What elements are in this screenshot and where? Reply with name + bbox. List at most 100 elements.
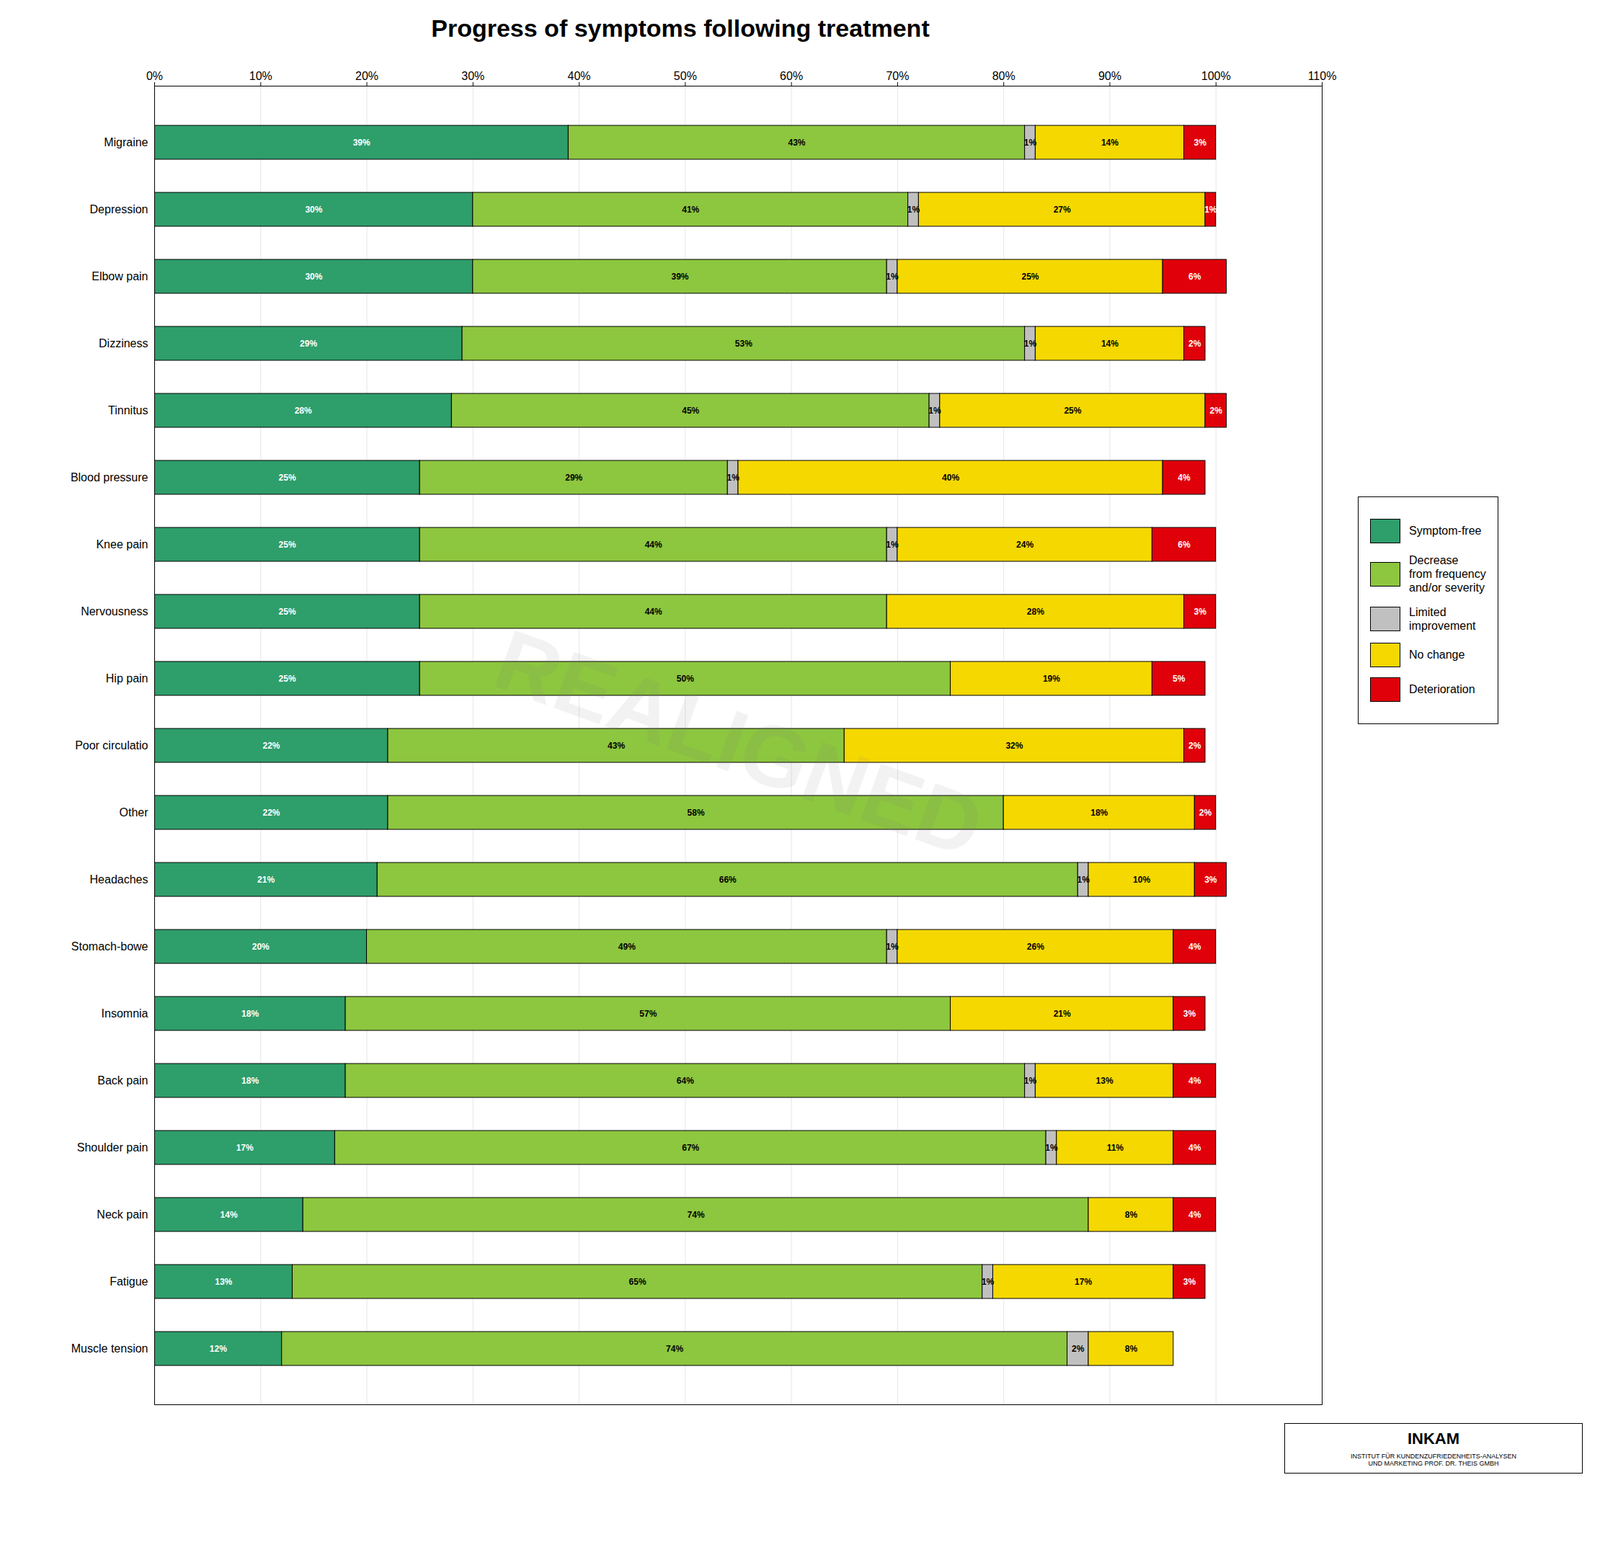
svg-text:2%: 2%: [1188, 740, 1202, 751]
svg-text:4%: 4%: [1177, 472, 1191, 483]
svg-text:110%: 110%: [1308, 69, 1337, 83]
svg-text:39%: 39%: [670, 271, 689, 282]
svg-text:50%: 50%: [673, 69, 697, 83]
svg-text:Migraine: Migraine: [103, 136, 148, 149]
svg-text:1%: 1%: [907, 204, 921, 215]
svg-text:1%: 1%: [1024, 137, 1038, 148]
svg-text:18%: 18%: [1090, 807, 1108, 819]
svg-text:1%: 1%: [885, 539, 899, 550]
svg-text:1%: 1%: [885, 271, 899, 282]
svg-text:67%: 67%: [681, 1143, 700, 1154]
svg-text:64%: 64%: [676, 1076, 695, 1087]
svg-text:18%: 18%: [241, 1009, 259, 1020]
svg-text:1%: 1%: [981, 1277, 995, 1288]
svg-text:Other: Other: [118, 806, 149, 819]
svg-text:1%: 1%: [1024, 338, 1038, 349]
svg-text:Tinnitus: Tinnitus: [108, 404, 148, 417]
svg-text:66%: 66%: [719, 874, 737, 886]
svg-text:58%: 58%: [687, 807, 705, 819]
svg-text:10%: 10%: [249, 69, 273, 83]
svg-text:Elbow pain: Elbow pain: [91, 270, 148, 283]
svg-text:1%: 1%: [928, 405, 942, 416]
svg-text:6%: 6%: [1188, 271, 1202, 282]
svg-text:3%: 3%: [1204, 874, 1218, 886]
svg-text:12%: 12%: [209, 1344, 228, 1355]
svg-text:30%: 30%: [304, 271, 323, 282]
svg-text:10%: 10%: [1132, 874, 1151, 886]
svg-text:20%: 20%: [355, 69, 379, 83]
svg-text:3%: 3%: [1193, 606, 1207, 617]
svg-text:80%: 80%: [992, 69, 1016, 83]
svg-text:2%: 2%: [1071, 1344, 1085, 1355]
svg-text:20%: 20%: [252, 941, 270, 953]
svg-text:28%: 28%: [294, 405, 313, 416]
svg-text:8%: 8%: [1125, 1210, 1139, 1221]
svg-text:Fatigue: Fatigue: [109, 1275, 148, 1288]
svg-text:14%: 14%: [1101, 137, 1119, 148]
svg-text:Neck pain: Neck pain: [96, 1208, 148, 1221]
svg-text:REALIGNED: REALIGNED: [483, 610, 996, 876]
svg-text:24%: 24%: [1016, 539, 1034, 550]
svg-text:Blood pressure: Blood pressure: [70, 471, 149, 484]
svg-text:19%: 19%: [1042, 673, 1061, 684]
svg-text:70%: 70%: [885, 69, 909, 83]
svg-text:22%: 22%: [262, 740, 280, 751]
svg-text:Back pain: Back pain: [97, 1074, 148, 1087]
svg-text:26%: 26%: [1027, 941, 1045, 953]
svg-text:29%: 29%: [565, 472, 583, 483]
svg-text:8%: 8%: [1125, 1344, 1139, 1355]
svg-text:Dizziness: Dizziness: [98, 337, 148, 350]
svg-text:100%: 100%: [1201, 69, 1231, 83]
svg-text:14%: 14%: [220, 1210, 238, 1221]
svg-text:44%: 44%: [645, 539, 663, 550]
svg-text:Stomach-bowe: Stomach-bowe: [71, 940, 149, 953]
svg-text:22%: 22%: [262, 807, 280, 819]
svg-text:13%: 13%: [214, 1277, 233, 1288]
svg-text:4%: 4%: [1188, 1076, 1202, 1087]
svg-text:14%: 14%: [1101, 338, 1119, 349]
svg-text:Hip pain: Hip pain: [105, 672, 149, 685]
svg-text:28%: 28%: [1027, 606, 1045, 617]
svg-text:21%: 21%: [257, 874, 275, 886]
svg-text:44%: 44%: [645, 606, 663, 617]
svg-text:57%: 57%: [639, 1009, 657, 1020]
svg-text:25%: 25%: [278, 673, 297, 684]
svg-text:53%: 53%: [735, 338, 753, 349]
svg-text:50%: 50%: [676, 673, 695, 684]
svg-text:4%: 4%: [1188, 1143, 1202, 1154]
svg-text:3%: 3%: [1183, 1009, 1197, 1020]
svg-text:11%: 11%: [1107, 1143, 1125, 1154]
svg-text:25%: 25%: [1021, 271, 1039, 282]
svg-text:30%: 30%: [461, 69, 485, 83]
svg-text:3%: 3%: [1193, 137, 1207, 148]
svg-text:5%: 5%: [1172, 673, 1186, 684]
svg-text:17%: 17%: [1074, 1277, 1092, 1288]
svg-text:40%: 40%: [567, 69, 591, 83]
svg-text:74%: 74%: [687, 1210, 705, 1221]
svg-text:60%: 60%: [779, 69, 803, 83]
svg-text:1%: 1%: [1045, 1143, 1059, 1154]
svg-text:17%: 17%: [236, 1143, 254, 1154]
svg-text:25%: 25%: [278, 539, 297, 550]
svg-text:Headaches: Headaches: [90, 873, 149, 886]
svg-text:2%: 2%: [1188, 338, 1202, 349]
svg-text:Depression: Depression: [90, 203, 149, 216]
svg-text:29%: 29%: [299, 338, 318, 349]
svg-text:Shoulder pain: Shoulder pain: [77, 1141, 149, 1154]
svg-text:74%: 74%: [665, 1344, 684, 1355]
svg-text:6%: 6%: [1177, 539, 1191, 550]
svg-text:43%: 43%: [607, 740, 625, 751]
svg-text:Insomnia: Insomnia: [101, 1007, 149, 1020]
svg-text:32%: 32%: [1005, 740, 1023, 751]
svg-text:39%: 39%: [353, 137, 371, 148]
svg-text:4%: 4%: [1188, 941, 1202, 953]
svg-text:18%: 18%: [241, 1076, 259, 1087]
svg-text:Muscle tension: Muscle tension: [71, 1342, 149, 1355]
svg-text:41%: 41%: [681, 204, 700, 215]
svg-text:2%: 2%: [1199, 807, 1213, 819]
svg-text:40%: 40%: [941, 472, 960, 483]
svg-text:21%: 21%: [1053, 1009, 1071, 1020]
svg-text:3%: 3%: [1183, 1277, 1197, 1288]
svg-text:43%: 43%: [787, 137, 806, 148]
svg-text:45%: 45%: [681, 405, 700, 416]
